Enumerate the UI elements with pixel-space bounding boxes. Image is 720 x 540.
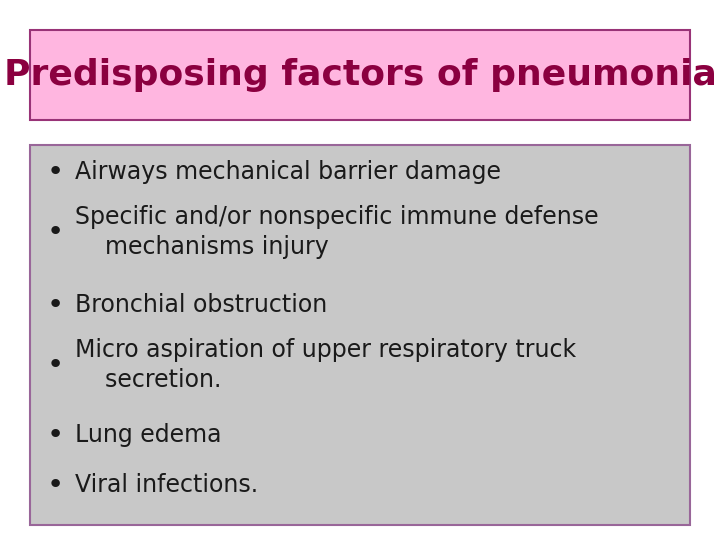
Text: •: •: [46, 218, 63, 246]
Text: •: •: [46, 158, 63, 186]
Text: •: •: [46, 421, 63, 449]
Text: Bronchial obstruction: Bronchial obstruction: [75, 293, 328, 317]
Text: Micro aspiration of upper respiratory truck
    secretion.: Micro aspiration of upper respiratory tr…: [75, 338, 576, 393]
Text: •: •: [46, 291, 63, 319]
FancyBboxPatch shape: [30, 145, 690, 525]
Text: •: •: [46, 471, 63, 499]
Text: Viral infections.: Viral infections.: [75, 473, 258, 497]
FancyBboxPatch shape: [30, 30, 690, 120]
Text: Lung edema: Lung edema: [75, 423, 222, 447]
Text: Specific and/or nonspecific immune defense
    mechanisms injury: Specific and/or nonspecific immune defen…: [75, 205, 598, 259]
Text: Airways mechanical barrier damage: Airways mechanical barrier damage: [75, 160, 501, 184]
Text: Predisposing factors of pneumonia: Predisposing factors of pneumonia: [4, 58, 716, 92]
Text: •: •: [46, 351, 63, 379]
